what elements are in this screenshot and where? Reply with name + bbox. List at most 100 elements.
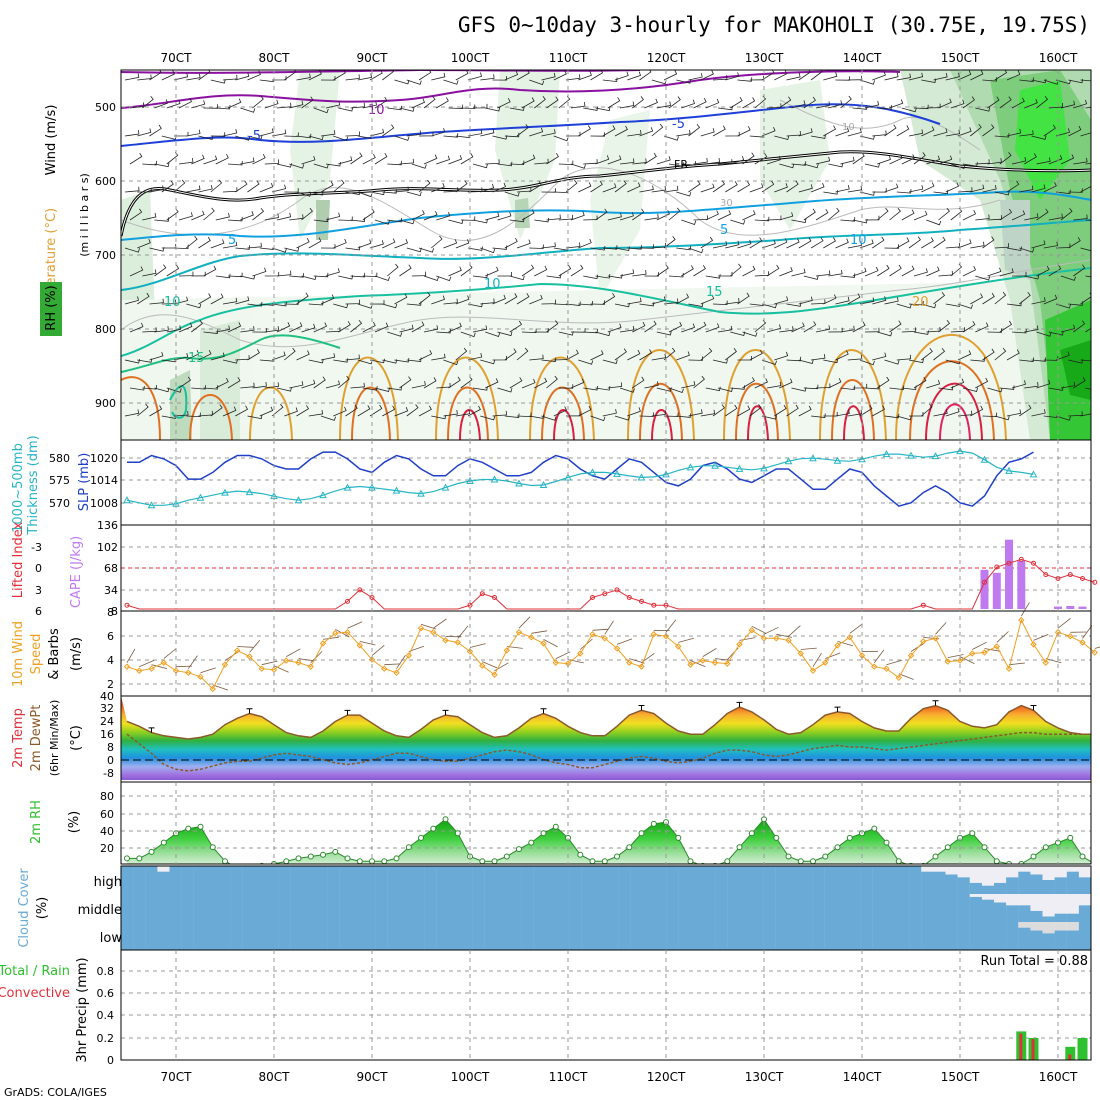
wind-barb [810,237,824,249]
cloud-cell [569,866,582,894]
wind-barb [676,293,690,305]
wind-barb [411,163,427,169]
upper-rh-swatch [40,282,62,336]
cloud-cell [545,894,558,922]
cloud-cell [630,894,643,922]
wind-barb [1043,182,1057,193]
y-tick: 8 [111,605,118,618]
wind-barb [1048,155,1063,165]
thickness-point [294,496,303,504]
slp-y-axis: 580 575 570 1020 1014 1008 [49,452,118,510]
wind-barb [901,107,917,113]
cloud-cell [848,922,861,950]
wind-barb [840,273,856,278]
wind-barb [730,155,745,165]
wind-barb [313,217,329,223]
cloud-cell [278,866,291,894]
rh2m-point [773,834,780,841]
wind-barb [901,327,917,333]
wind-barb [644,272,659,277]
cloud-cell [606,894,619,922]
cloud-cell [666,922,679,950]
rh2m-point [160,839,167,846]
wind-barb [369,404,383,417]
wind-barb [338,321,351,333]
wind-barb [338,375,350,389]
cloud-cell [703,894,716,922]
lifted-index-point [651,602,657,608]
wind-barb [129,152,143,165]
cloud-cell [945,874,958,894]
wind-barb [406,404,419,417]
rh2m-point [638,830,645,837]
wind-barb [345,131,360,137]
cloud-cell [921,871,934,894]
wind10-barb [739,637,756,641]
cloud-cell [812,922,825,950]
wind-barb [198,293,212,305]
precip-bars [1016,1031,1088,1060]
wind-barb [627,129,642,137]
cloud-cell [448,922,461,950]
wind-barb [271,301,287,307]
rh2m-point [650,820,657,827]
wind-barb [222,297,238,305]
wind10-barb [531,630,548,634]
wind-barb [693,157,708,165]
rh2m-point [981,844,988,851]
wind-barb [1048,102,1064,109]
cloud-cell [593,922,607,950]
wind-barb [529,294,543,305]
wind-barb [945,129,961,137]
wind-barb [1031,297,1046,305]
wind10-point [1018,616,1025,624]
y-tick: 575 [49,474,70,487]
wind-barb [639,244,654,249]
wind-barb [668,272,684,278]
rh2m-point [418,834,424,841]
thickness-point [564,473,572,481]
wind-barb [320,76,336,81]
wind-barb [443,187,458,193]
wind-barb [619,387,635,393]
contour-label: 10 [164,295,181,310]
wind-barb [362,208,375,221]
wind-barb [901,209,915,221]
wind-barb [852,105,868,110]
wind-barb [406,130,422,137]
wind-barb [982,124,995,137]
thickness-point [882,450,891,458]
thickness-point [760,464,768,472]
wind10-barb [261,660,278,666]
cloud-cell [884,922,898,950]
wind-barb [663,70,678,81]
wind10-point [515,629,523,636]
wind10-barb [714,658,731,661]
wind-barb [864,100,880,109]
wind10-barb [1033,634,1049,641]
wind10-point [711,659,719,666]
cloud-cell [242,866,255,894]
wind-barb [884,244,899,249]
wind-barb [632,321,646,333]
wind-barb [186,129,201,137]
rh2m-area [127,819,1091,864]
wind-barb [558,264,572,277]
cloud-cell [1066,930,1080,950]
thickness-point [809,454,817,462]
wind-barb [803,163,819,169]
wind-barb [235,296,250,305]
wind-barb [957,127,972,137]
wind-barb [619,101,635,109]
cloud-cell [618,894,631,922]
wind-barb [516,347,529,361]
wind-barb [815,101,831,109]
wind-barb [374,387,390,392]
rh2m-point [491,858,498,864]
x-tick-top: 120CT [647,51,686,65]
wind-barb [1031,409,1046,417]
cloud-cell [290,894,304,922]
cloud-cell [375,894,388,922]
wind-barb [761,180,775,193]
wind-barb [460,104,476,109]
